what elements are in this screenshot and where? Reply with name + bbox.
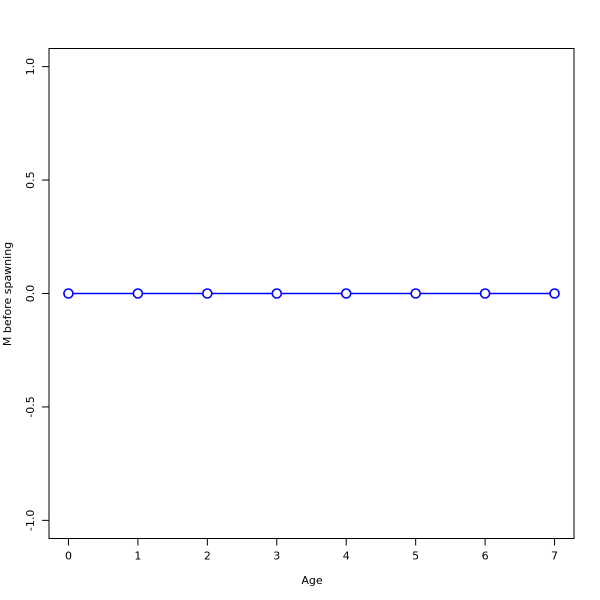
- y-tick-label: -0.5: [24, 396, 37, 417]
- y-tick-label: 0.5: [24, 171, 37, 189]
- x-tick-label: 6: [482, 550, 489, 563]
- data-point: [63, 288, 74, 299]
- data-point: [340, 288, 352, 299]
- x-tick-label: 3: [273, 550, 280, 563]
- x-tick-label: 1: [134, 550, 141, 563]
- data-point: [271, 288, 283, 299]
- y-axis-label: M before spawning: [1, 242, 14, 346]
- data-point: [479, 288, 491, 299]
- data-point: [202, 288, 213, 299]
- data-point: [132, 288, 144, 299]
- x-tick-label: 0: [65, 550, 72, 563]
- data-point: [549, 288, 560, 299]
- data-point: [410, 288, 421, 299]
- y-tick-label: -1.0: [24, 510, 37, 531]
- y-axis: -1.0 -0.5 0.0 0.5 1.0: [24, 58, 49, 531]
- x-tick-label: 7: [551, 550, 558, 563]
- series: [63, 288, 560, 299]
- x-tick-label: 4: [343, 550, 350, 563]
- x-tick-label: 5: [412, 550, 419, 563]
- x-tick-label: 2: [204, 550, 211, 563]
- y-tick-label: 1.0: [24, 58, 37, 76]
- y-tick-label: 0.0: [24, 285, 37, 303]
- x-axis: 0 1 2 3 4 5 6 7: [65, 538, 558, 563]
- x-axis-label: Age: [301, 574, 323, 587]
